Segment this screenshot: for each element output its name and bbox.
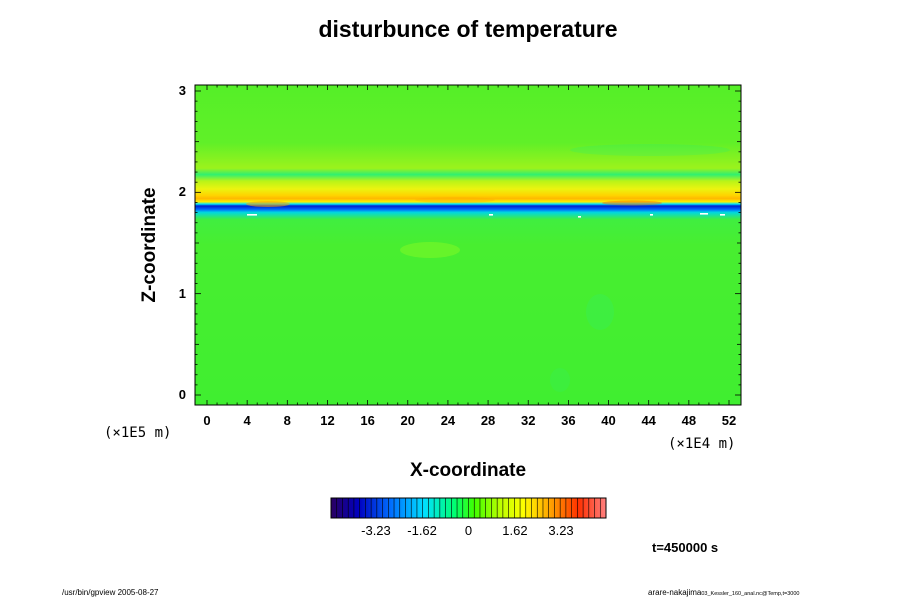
x-tick-label: 0	[203, 413, 211, 428]
x-tick-label: 44	[641, 413, 656, 428]
heatmap-patch	[246, 201, 290, 207]
heatmap-speck	[700, 213, 708, 215]
x-tick-label: 52	[721, 413, 737, 428]
heatmap-patch	[586, 294, 614, 330]
colorbar-tick-label: -3.23	[361, 523, 391, 538]
heatmap-patch	[0, 189, 112, 199]
heatmap-patch	[602, 200, 662, 206]
heatmap-field	[195, 85, 741, 405]
frame-ticks	[195, 85, 741, 405]
heatmap-patches	[0, 144, 730, 392]
x-axis-label: X-coordinate	[409, 460, 527, 481]
chart-title: disturbunce of temperature	[318, 16, 618, 42]
plot-area	[0, 84, 742, 406]
colorbar-tick-label: -1.62	[407, 523, 437, 538]
heatmap-speck	[578, 216, 581, 218]
heatmap-speck	[247, 214, 257, 216]
y-unit-label: (×1E5 m)	[104, 425, 172, 441]
colorbar-tick-label: 1.62	[502, 523, 528, 538]
footer-left: /usr/bin/gpview 2005-08-27	[62, 588, 159, 597]
heatmap-patch	[400, 242, 460, 258]
x-tick-label: 36	[561, 413, 576, 428]
footer-right: arare-nakajima03_Kessler_160_anal.nc@Tem…	[648, 588, 799, 597]
heatmap-patch	[550, 368, 570, 392]
y-axis-label: Z-coordinate	[139, 187, 160, 303]
x-tick-label: 24	[440, 413, 456, 428]
footer-right-main: arare-nakajima	[648, 588, 702, 597]
colorbar-tick-label: 0	[464, 523, 473, 538]
x-tick-label: 28	[480, 413, 496, 428]
time-label: t=450000 s	[652, 540, 719, 555]
colorbar-divisions	[336, 498, 601, 518]
heatmap-patch	[570, 144, 730, 156]
footer-right-small: 03_Kessler_160_anal.nc@Temp,t=3000	[701, 591, 800, 597]
x-tick-label: 48	[681, 413, 697, 428]
heatmap-speck	[650, 214, 653, 216]
y-tick-label: 1	[178, 285, 186, 301]
x-tick-label: 32	[520, 413, 536, 428]
x-tick-label: 40	[601, 413, 616, 428]
x-tick-label: 8	[283, 413, 291, 428]
x-tick-label: 20	[400, 413, 415, 428]
heatmap-speck	[720, 214, 725, 216]
heatmap-speck	[489, 214, 493, 216]
colorbar	[330, 497, 607, 519]
x-tick-label: 16	[360, 413, 375, 428]
y-tick-label: 3	[178, 83, 186, 98]
y-tick-label: 2	[178, 184, 186, 200]
colorbar-tick-label: 3.23	[548, 523, 574, 538]
y-tick-label: 0	[178, 387, 186, 402]
x-tick-label: 4	[243, 413, 251, 428]
heatmap-patch	[415, 197, 495, 203]
x-tick-label: 12	[320, 413, 335, 428]
x-unit-label: (×1E4 m)	[668, 436, 736, 452]
